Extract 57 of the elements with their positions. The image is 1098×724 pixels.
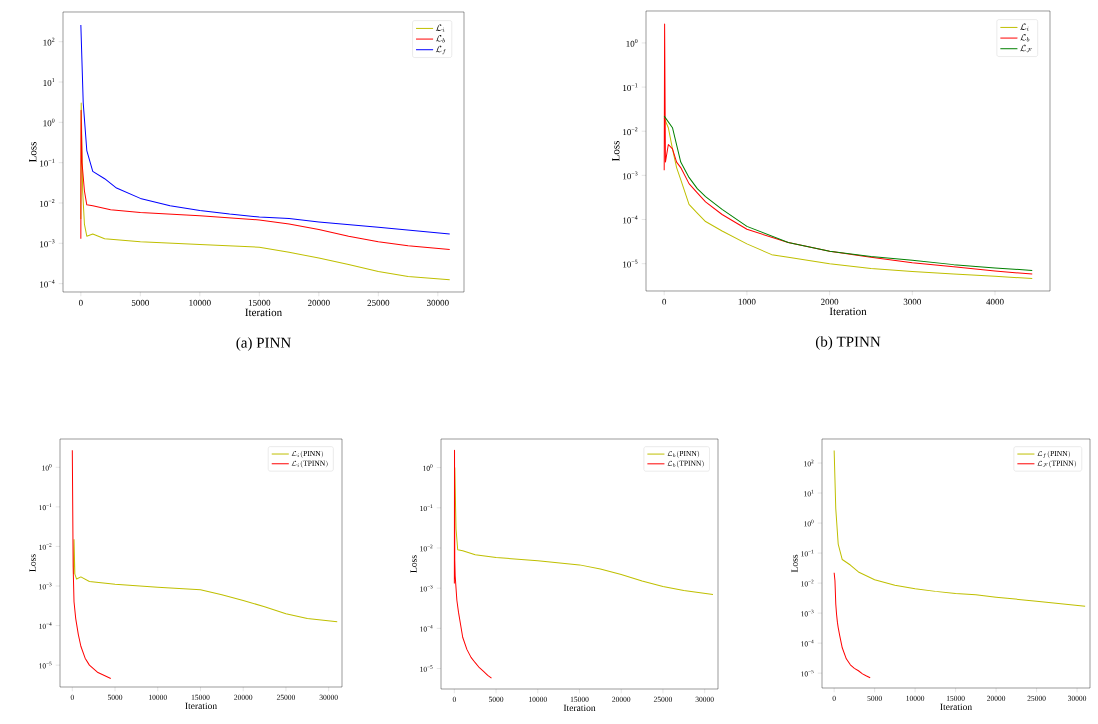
legend-label: $\mathcal{L}_b\mathrm{(PINN)}$ xyxy=(667,450,700,458)
x-tick-label: 4000 xyxy=(986,298,1004,305)
y-tick-label: 10$^{−5}$ xyxy=(623,259,638,268)
y-axis-title: Loss xyxy=(791,554,798,573)
x-tick-label: 1000 xyxy=(738,298,756,305)
line-series xyxy=(663,23,1033,275)
text: (b) TPINN xyxy=(815,336,881,350)
legend-label: $\mathcal{L}_b$ xyxy=(435,35,446,43)
x-axis-title: Iteration xyxy=(245,308,282,317)
text: (a) PINN xyxy=(236,337,291,351)
legend-label: $\mathcal{L}_\mathcal{F}\mathrm{(TPINN)}$ xyxy=(1037,460,1076,468)
x-axis-title: Iteration xyxy=(563,704,596,712)
line-series xyxy=(73,538,338,623)
y-tick-label: 10$^{−1}$ xyxy=(40,158,55,167)
y-axis-title: Loss xyxy=(29,142,37,163)
x-axis-title: Iteration xyxy=(185,702,217,710)
y-tick-label: 10$^{−2}$ xyxy=(623,127,638,136)
legend-label: $\mathcal{L}_b$ xyxy=(1020,34,1030,42)
legend-label: $\mathcal{L}_f$ xyxy=(435,45,446,55)
y-tick-label: 10$^{−2}$ xyxy=(40,199,55,207)
legend-label: $\mathcal{L}_f\mathrm{(PINN)}$ xyxy=(1037,450,1070,458)
y-tick-label: 10$^{−1}$ xyxy=(623,83,638,92)
x-axis-title: Iteration xyxy=(940,703,972,711)
line-series xyxy=(80,109,451,251)
y-tick-label: 10$^{−4}$ xyxy=(623,215,638,224)
x-tick-label: 25000 xyxy=(367,299,390,306)
legend-label: $\mathcal{L}_i$ xyxy=(1020,23,1029,31)
x-tick-label: 20000 xyxy=(307,299,330,306)
legend-label: $\mathcal{L}_\mathcal{F}$ xyxy=(1020,44,1033,53)
x-tick-label: 5000 xyxy=(131,299,149,306)
line-series xyxy=(833,450,1086,607)
x-axis-title: Iteration xyxy=(829,307,867,316)
y-tick-label: 10$^{2}$ xyxy=(43,37,55,46)
y-axis-title: Loss xyxy=(612,141,620,162)
y-axis-title: Loss xyxy=(410,555,417,573)
legend-label: $\mathcal{L}_i\mathrm{(PINN)}$ xyxy=(291,450,323,458)
line-series xyxy=(80,24,451,235)
x-tick-label: 0 xyxy=(662,298,667,305)
y-tick-label: 10$^{−3}$ xyxy=(40,239,55,248)
legend-label: $\mathcal{L}_i\mathrm{(TPINN)}$ xyxy=(291,460,328,468)
line-series xyxy=(453,449,492,679)
y-tick-label: 10$^{1}$ xyxy=(43,78,55,86)
x-tick-label: 2000 xyxy=(821,298,839,305)
y-axis-title: Loss xyxy=(29,554,36,572)
x-tick-label: 30000 xyxy=(427,299,449,306)
legend-label: $\mathcal{L}_b\mathrm{(TPINN)}$ xyxy=(667,460,704,468)
y-tick-label: 10$^{0}$ xyxy=(626,39,638,47)
x-tick-label: 0 xyxy=(78,299,83,306)
y-tick-label: 10$^{−4}$ xyxy=(40,279,55,288)
y-tick-label: 10$^{−3}$ xyxy=(623,171,638,180)
line-series xyxy=(71,449,112,679)
y-tick-label: 10$^{0}$ xyxy=(43,118,55,127)
legend-label: $\mathcal{L}_i$ xyxy=(435,24,445,32)
x-tick-label: 10000 xyxy=(189,299,211,306)
x-tick-label: 15000 xyxy=(248,299,271,306)
line-series xyxy=(833,572,871,679)
x-tick-label: 3000 xyxy=(903,298,921,305)
